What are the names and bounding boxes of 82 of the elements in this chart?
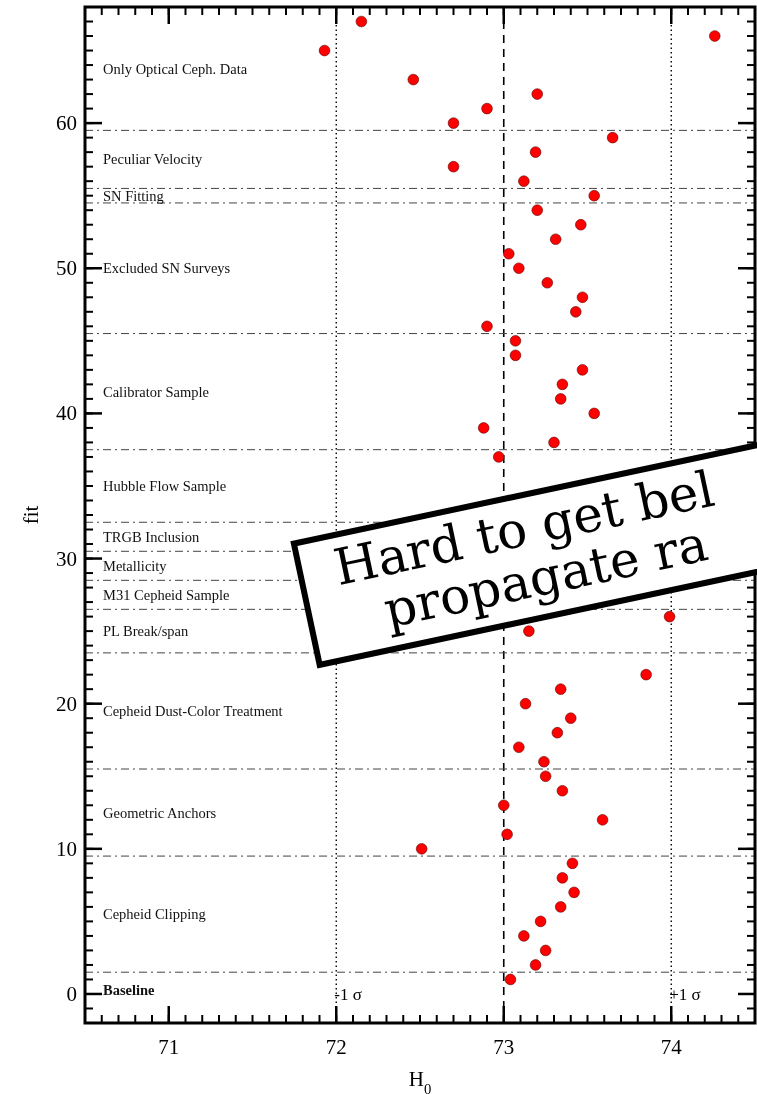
annotation: SN Fitting — [103, 187, 164, 204]
annotation: Baseline — [103, 982, 156, 999]
x-tick-label: 73 — [493, 1035, 515, 1059]
point — [606, 131, 619, 144]
point — [478, 422, 490, 434]
point — [447, 161, 460, 173]
point — [565, 712, 577, 724]
point — [493, 451, 505, 463]
point — [709, 30, 721, 42]
point — [566, 857, 579, 869]
point — [531, 88, 543, 100]
point — [534, 915, 547, 928]
y-tick-label: 50 — [56, 256, 77, 281]
point — [503, 248, 515, 260]
point — [513, 262, 525, 274]
y-axis-title: fit — [19, 505, 43, 525]
annotation: TRGB Inclusion — [103, 528, 201, 545]
point — [555, 393, 567, 405]
point — [416, 843, 428, 855]
annotation: Only Optical Ceph. Data — [103, 60, 248, 77]
point — [481, 320, 493, 332]
y-tick-label: 10 — [56, 836, 77, 861]
point — [640, 669, 652, 681]
point — [318, 44, 331, 57]
y-tick-label: 0 — [66, 981, 77, 1006]
point — [529, 146, 542, 158]
point — [556, 872, 569, 884]
y-tick-label: 30 — [56, 546, 77, 571]
point — [355, 15, 368, 28]
point — [555, 901, 567, 913]
point — [539, 770, 552, 782]
annotation: Hubble Flow Sample — [103, 477, 227, 494]
point — [513, 741, 525, 753]
point — [539, 944, 552, 957]
point — [550, 233, 562, 245]
annotation: Excluded SN Surveys — [103, 260, 231, 277]
point — [509, 335, 522, 347]
annotation: Metallicity — [103, 557, 168, 574]
point — [407, 73, 419, 86]
x-tick-label: 72 — [325, 1035, 347, 1059]
point — [518, 930, 530, 942]
point — [568, 886, 580, 899]
ref-line-label: +1 σ — [669, 984, 701, 1004]
point — [576, 291, 589, 303]
point — [556, 785, 569, 797]
annotation: M31 Cepheid Sample — [103, 586, 230, 603]
point — [575, 219, 587, 231]
annotation: Cepheid Clipping — [103, 906, 206, 923]
point — [518, 175, 530, 187]
ref-line-label: -1 σ — [334, 984, 362, 1004]
annotation: Peculiar Velocity — [103, 151, 203, 168]
point — [556, 378, 569, 391]
x-tick-label: 74 — [660, 1035, 683, 1059]
point — [481, 102, 493, 115]
point — [551, 727, 563, 739]
point — [663, 610, 676, 623]
annotation: Calibrator Sample — [103, 383, 209, 400]
point — [570, 306, 582, 318]
point — [588, 190, 600, 202]
point — [447, 117, 460, 129]
y-tick-label: 60 — [56, 111, 77, 136]
point — [498, 799, 510, 811]
point — [548, 436, 560, 449]
point — [501, 828, 513, 840]
y-tick-label: 40 — [56, 401, 77, 426]
x-tick-label: 71 — [158, 1035, 180, 1059]
point — [541, 277, 553, 289]
point — [529, 959, 542, 971]
annotation: Geometric Anchors — [103, 804, 217, 821]
point — [576, 364, 589, 376]
point — [509, 349, 522, 361]
point — [538, 756, 550, 768]
point — [531, 204, 543, 216]
annotation: Cepheid Dust-Color Treatment — [103, 702, 283, 719]
y-tick-label: 20 — [56, 691, 77, 716]
point — [588, 407, 600, 420]
x-axis-title: H$_{0}$ — [408, 1067, 432, 1094]
point — [596, 814, 609, 826]
point — [519, 698, 532, 710]
point — [555, 683, 567, 695]
point — [504, 973, 517, 986]
annotation: PL Break/span — [103, 623, 189, 640]
